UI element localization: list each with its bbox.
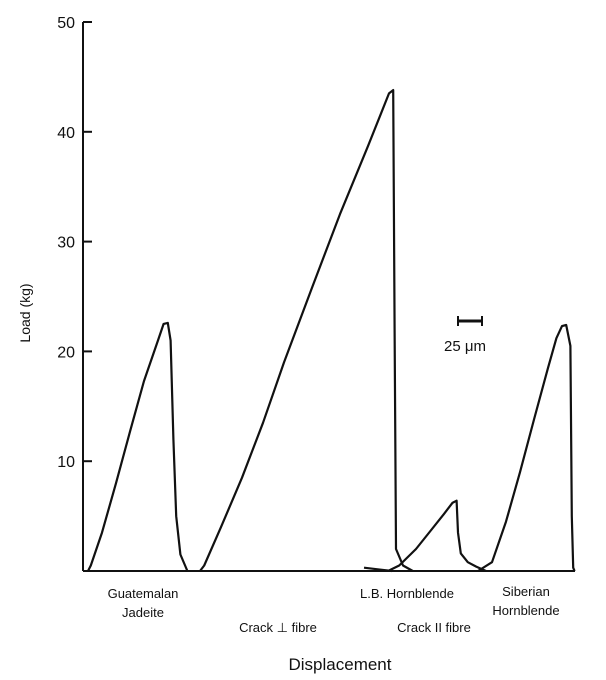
scale-bar-label: 25 μm <box>444 338 486 355</box>
y-tick-label: 40 <box>57 125 75 142</box>
crack-parallel-fibre-curve <box>387 499 487 573</box>
y-tick-label: 50 <box>57 15 75 32</box>
crack-perpendicular-fibre-label: Crack ⊥ fibre <box>239 620 317 635</box>
siberian-hornblende-label: Siberian Hornblende <box>492 584 559 618</box>
y-tick-label: 10 <box>57 454 75 471</box>
lb-hornblende-curve <box>363 566 393 573</box>
guatemalan-jadeite-label: Guatemalan Jadeite <box>108 586 179 620</box>
siberian-hornblende-curve <box>477 323 576 572</box>
labels: Guatemalan Jadeite Crack ⊥ fibre L.B. Hornb… <box>108 316 560 635</box>
guatemalan-jadeite-curve <box>87 321 189 572</box>
y-tick-label: 20 <box>57 344 75 361</box>
curves <box>87 89 576 573</box>
crack-perpendicular-fibre-curve <box>199 89 414 572</box>
y-tick-label: 30 <box>57 235 75 252</box>
axes: 10 20 30 40 50 <box>57 15 575 572</box>
x-axis-title: Displacement <box>289 655 392 674</box>
y-axis-title: Load (kg) <box>17 283 33 342</box>
crack-parallel-fibre-label: Crack II fibre <box>397 620 471 635</box>
lb-hornblende-label: L.B. Hornblende <box>360 586 454 601</box>
